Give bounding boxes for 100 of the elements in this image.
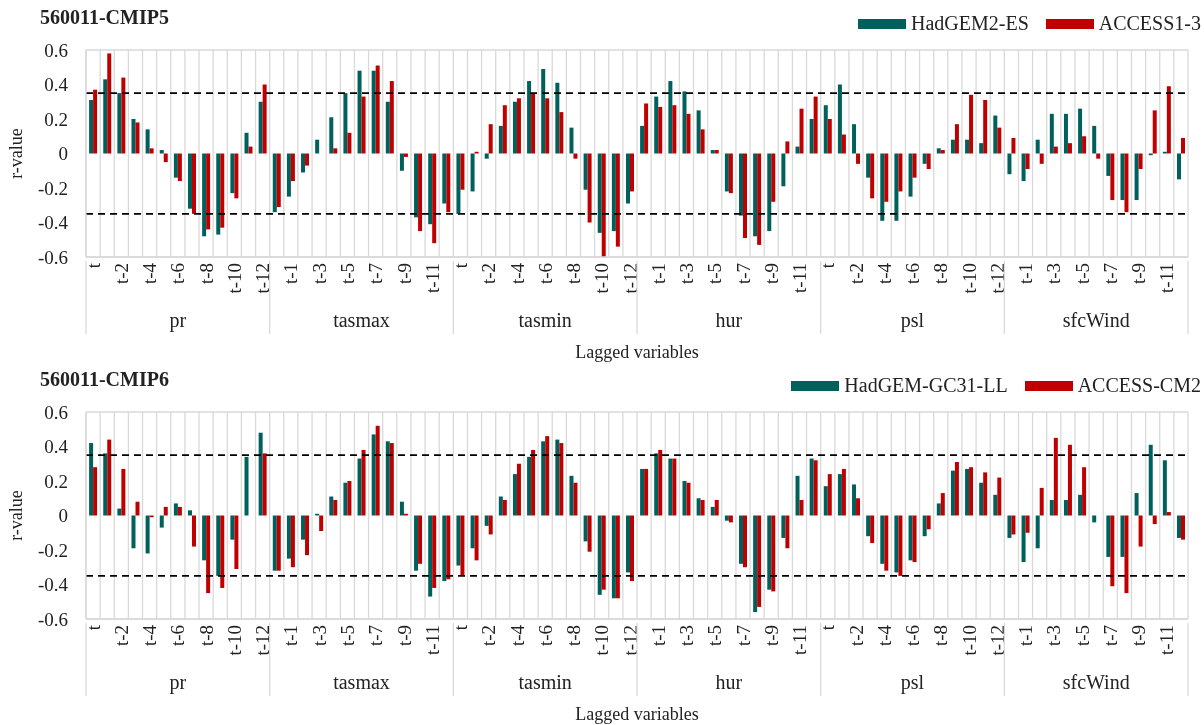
bar [177,153,182,182]
x-tick-label: t-2 [845,625,867,647]
bar [870,515,875,544]
bar [611,515,616,599]
bar [1035,515,1040,549]
x-tick-label: t-8 [195,625,217,647]
bar [1011,137,1016,154]
bar [757,515,762,607]
bar [583,153,588,190]
bar [682,481,687,516]
chart-title: 560011-CMIP6 [40,368,169,391]
x-tick-label: t-10 [591,263,613,294]
bar [668,458,673,516]
bar [1063,113,1068,154]
bar [880,153,885,221]
bar [188,153,193,209]
y-tick-label: -0.4 [37,574,69,596]
bar [375,425,380,516]
x-tick-label: t-10 [224,625,245,656]
bar [89,100,94,154]
bar [898,515,903,576]
bar [512,474,517,516]
bar [710,150,715,154]
bar [809,458,814,516]
bar [361,96,366,154]
bar [644,468,649,516]
x-tick-label: t-6 [534,263,556,285]
bar [965,468,970,516]
bar [385,101,390,154]
x-axis-title: Lagged variables [575,704,699,724]
bar [1120,153,1125,201]
bar [767,515,772,590]
bar [601,153,606,257]
x-tick-label: t-5 [704,263,726,285]
bar [89,443,94,516]
bar [912,153,917,178]
x-tick-label: t-3 [308,263,330,285]
bar [1021,153,1026,182]
bar [272,153,277,213]
bar [159,515,164,528]
x-tick-label: t-5 [1071,263,1093,285]
bar [908,153,913,197]
bar [615,153,620,247]
bar [908,515,913,561]
bar [597,153,602,233]
x-tick-label: t-1 [1015,625,1037,647]
bar [587,515,592,552]
bar [583,515,588,542]
bar [884,515,889,571]
bar [884,153,889,202]
bar [276,153,281,207]
bar [333,148,338,154]
bar [1063,499,1068,516]
x-tick-label: t-4 [139,624,161,647]
bar [799,108,804,154]
bar [993,494,998,516]
x-tick-label: t [817,262,839,269]
bar [1166,86,1171,154]
bar [432,153,437,244]
bar [668,81,673,154]
x-tick-label: t-7 [365,263,387,285]
bar [1039,487,1044,516]
text: sfcWind [1062,671,1130,693]
bar [1166,512,1171,516]
bar [117,93,122,154]
x-tick-label: t-7 [1099,263,1121,285]
bar [305,153,310,166]
bar [767,153,772,232]
x-tick-label: t-3 [676,625,698,647]
bar [625,515,630,573]
bar [686,113,691,154]
bar [809,119,814,154]
x-tick-label: t-10 [958,625,980,656]
bar [813,460,818,516]
bar [823,486,828,516]
bar [262,84,267,154]
bar [753,153,758,237]
bar [371,70,376,154]
bar [936,503,941,516]
y-tick-label: 0.2 [44,108,68,130]
legend-label: HadGEM2-ES [910,12,1029,35]
bar [658,449,663,516]
bar [442,515,447,582]
bar [206,515,211,594]
bar [1106,515,1111,557]
bar [258,432,263,516]
bar [743,515,748,568]
bar [343,482,348,516]
x-tick-label: t [82,262,104,269]
bar [743,153,748,239]
bar [399,153,404,171]
bar [258,101,263,154]
bar [484,515,489,526]
bar [629,515,634,582]
bar [290,153,295,182]
bar [121,468,126,516]
bar [950,139,955,154]
y-tick-label: 0.6 [44,401,68,423]
bar [516,98,521,154]
x-tick-label: t-6 [167,263,189,285]
